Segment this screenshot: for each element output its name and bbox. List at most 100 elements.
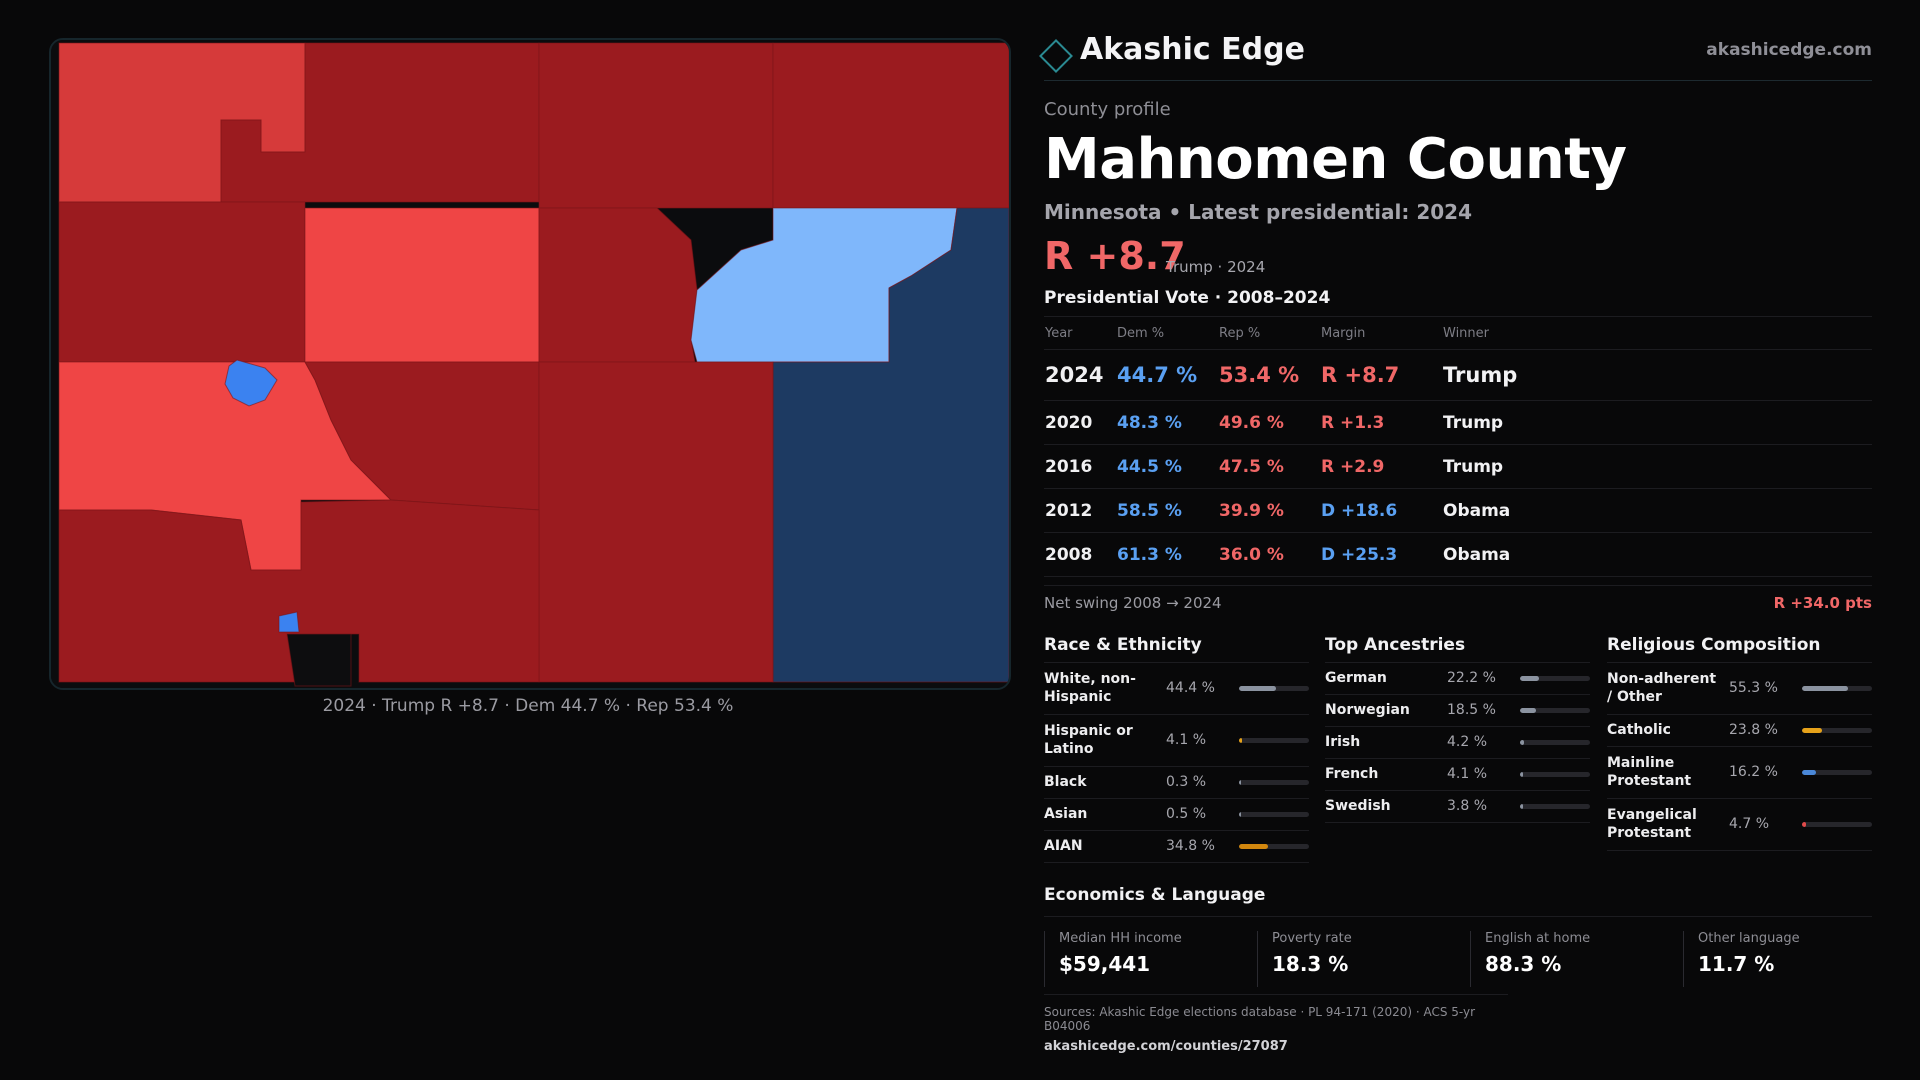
vote-row: 2008 61.3 % 36.0 % D +25.3 Obama	[1044, 532, 1872, 577]
race-label: Hispanic or Latino	[1044, 723, 1133, 757]
precinct-north-3[interactable]	[538, 42, 774, 209]
ancestry-share-bar	[1520, 803, 1590, 809]
precinct-south-east[interactable]	[538, 361, 774, 683]
race-label: Black	[1044, 774, 1087, 790]
ancestry-share-bar	[1520, 707, 1590, 713]
county-title: Mahnomen County	[1044, 127, 1627, 192]
race-pct: 44.4 %	[1166, 679, 1215, 696]
precinct-west-2[interactable]	[58, 201, 306, 363]
town-south[interactable]	[278, 611, 300, 633]
header-rep: Rep %	[1218, 316, 1320, 350]
precinct-north-4[interactable]	[772, 42, 1009, 209]
religion-share-bar	[1802, 727, 1872, 733]
religion-pct: 4.7 %	[1729, 815, 1770, 832]
town-mahnomen[interactable]	[224, 359, 278, 407]
precinct-center-2[interactable]	[538, 207, 698, 363]
race-share-bar	[1239, 843, 1309, 849]
brand-name[interactable]: Akashic Edge	[1080, 32, 1305, 67]
vote-winner: Trump	[1442, 349, 1872, 401]
race-share-bar	[1239, 685, 1309, 691]
header-margin: Margin	[1320, 316, 1442, 350]
county-url-link[interactable]: akashicedge.com/counties/27087	[1044, 1039, 1288, 1054]
religion-pct: 55.3 %	[1729, 679, 1778, 696]
header-dem: Dem %	[1116, 316, 1218, 350]
county-precinct-map[interactable]	[49, 38, 1011, 690]
stat-label: Other language	[1698, 931, 1800, 946]
site-link[interactable]: akashicedge.com	[1706, 40, 1872, 60]
religion-row: Catholic 23.8 %	[1607, 715, 1872, 747]
vote-winner: Trump	[1442, 400, 1872, 445]
ancestry-section-title: Top Ancestries	[1325, 628, 1590, 663]
stat-value: $59,441	[1059, 952, 1151, 976]
religion-share-bar	[1802, 769, 1872, 775]
header-winner: Winner	[1442, 316, 1872, 350]
vote-rep: 36.0 %	[1218, 532, 1320, 577]
economics-section-title: Economics & Language	[1044, 878, 1872, 917]
ancestry-label: Norwegian	[1325, 702, 1410, 718]
ancestry-row: Irish 4.2 %	[1325, 727, 1590, 759]
precinct-center-lean[interactable]	[304, 207, 540, 363]
vote-year: 2020	[1044, 400, 1116, 445]
vote-dem: 61.3 %	[1116, 532, 1218, 577]
profile-label: County profile	[1044, 99, 1171, 120]
precinct-map-svg[interactable]	[51, 40, 1009, 688]
ancestry-share-fill	[1520, 675, 1539, 681]
vote-winner: Trump	[1442, 444, 1872, 489]
vote-row: 2016 44.5 % 47.5 % R +2.9 Trump	[1044, 444, 1872, 489]
race-share-fill	[1239, 779, 1241, 785]
stat-value: 18.3 %	[1272, 952, 1349, 976]
religion-pct: 23.8 %	[1729, 721, 1778, 738]
race-row: White, non-Hispanic 44.4 %	[1044, 663, 1309, 715]
race-pct: 0.3 %	[1166, 773, 1207, 790]
ancestry-pct: 4.1 %	[1447, 765, 1488, 782]
race-row: Hispanic or Latino 4.1 %	[1044, 715, 1309, 767]
map-caption: 2024 · Trump R +8.7 · Dem 44.7 % · Rep 5…	[322, 696, 734, 716]
vote-rep: 53.4 %	[1218, 349, 1320, 401]
diamond-logo-icon	[1039, 39, 1073, 73]
vote-winner: Obama	[1442, 532, 1872, 577]
religion-label: Non-adherent / Other	[1607, 671, 1717, 705]
race-ethnicity-section: Race & Ethnicity White, non-Hispanic 44.4…	[1044, 628, 1309, 863]
vote-margin: D +25.3	[1320, 532, 1442, 577]
headline-result: R +8.7 Trump · 2024	[1044, 234, 1872, 280]
vote-year: 2016	[1044, 444, 1116, 489]
vote-section-title: Presidential Vote · 2008–2024	[1044, 288, 1331, 308]
county-subtitle: Minnesota • Latest presidential: 2024	[1044, 200, 1473, 224]
precinct-east-safe-d[interactable]	[772, 207, 1009, 683]
religion-pct: 16.2 %	[1729, 763, 1778, 780]
vote-rep: 39.9 %	[1218, 488, 1320, 533]
religion-section-title: Religious Composition	[1607, 628, 1872, 663]
religion-row: Mainline Protestant 16.2 %	[1607, 747, 1872, 799]
header-year: Year	[1044, 316, 1116, 350]
race-share-fill	[1239, 737, 1243, 743]
brand-header: Akashic Edge akashicedge.com	[1039, 30, 1872, 81]
race-share-fill	[1239, 843, 1269, 849]
religion-share-fill	[1802, 685, 1849, 691]
religion-share-fill	[1802, 727, 1822, 733]
ancestry-label: French	[1325, 766, 1379, 782]
ancestry-share-bar	[1520, 675, 1590, 681]
race-section-title: Race & Ethnicity	[1044, 628, 1309, 663]
religion-share-fill	[1802, 821, 1806, 827]
ancestry-share-bar	[1520, 739, 1590, 745]
stat-label: Poverty rate	[1272, 931, 1352, 946]
stat-other-language: Other language 11.7 %	[1683, 931, 1898, 987]
race-row: Asian 0.5 %	[1044, 799, 1309, 831]
stat-label: English at home	[1485, 931, 1591, 946]
stat-value: 11.7 %	[1698, 952, 1775, 976]
net-swing-value: R +34.0 pts	[1773, 594, 1872, 612]
net-swing-row: Net swing 2008 → 2024 R +34.0 pts	[1044, 585, 1872, 624]
ancestries-section: Top Ancestries German 22.2 % Norwegian 18.5…	[1325, 628, 1590, 823]
sources-text: Sources: Akashic Edge elections database…	[1044, 1005, 1476, 1033]
religion-label: Evangelical Protestant	[1607, 807, 1697, 841]
vote-row: 2012 58.5 % 39.9 % D +18.6 Obama	[1044, 488, 1872, 533]
ancestry-row: German 22.2 %	[1325, 663, 1590, 695]
net-swing-label: Net swing 2008 → 2024	[1044, 594, 1222, 612]
stat-value: 88.3 %	[1485, 952, 1562, 976]
religion-share-bar	[1802, 821, 1872, 827]
ancestry-pct: 4.2 %	[1447, 733, 1488, 750]
precinct-no-data[interactable]	[286, 633, 352, 687]
ancestry-label: German	[1325, 670, 1387, 686]
race-label: White, non-Hispanic	[1044, 671, 1136, 705]
vote-dem: 48.3 %	[1116, 400, 1218, 445]
